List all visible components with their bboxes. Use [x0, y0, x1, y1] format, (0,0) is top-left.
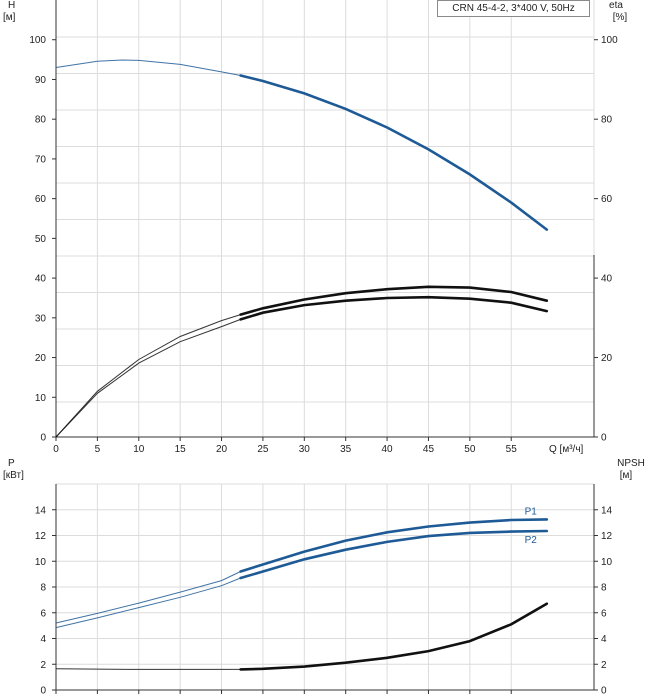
x-tick-label: 40	[382, 444, 394, 455]
y-right-tick-label: 80	[601, 115, 613, 126]
x-axis-label: Q [м³/ч]	[549, 444, 584, 455]
series-1-2-line	[239, 602, 549, 671]
y-right-axis-label: NPSH	[617, 458, 645, 469]
head-efficiency-panel: 0 10 20 30 40 50 60 70 80 90 100 0 20 40 60 80 100 0 5 10 15…	[3, 0, 627, 455]
x-tick-label: 55	[506, 444, 518, 455]
y-right-tick-label: 0	[601, 433, 607, 444]
y-left-tick-label: 60	[35, 194, 47, 205]
y-left-tick-label: 100	[29, 35, 46, 46]
series-0-2-thin-line	[55, 318, 241, 438]
y-right-tick-label: 6	[601, 608, 607, 619]
series-1-0-thin-line	[55, 571, 241, 624]
series-0-0-thin-line	[55, 59, 241, 76]
y-right-axis-label: eta	[609, 0, 623, 11]
y-left-tick-label: 90	[35, 75, 47, 86]
y-right-tick-label: 60	[601, 194, 613, 205]
x-tick-label: 15	[175, 444, 187, 455]
y-left-tick-label: 2	[40, 660, 46, 671]
x-tick-label: 5	[95, 444, 101, 455]
x-tick-label: 45	[423, 444, 435, 455]
y-left-tick-label: 70	[35, 154, 47, 165]
grid-lines	[56, 0, 595, 437]
x-tick-label: 30	[299, 444, 311, 455]
x-tick-label: 10	[133, 444, 145, 455]
x-tick-label: 20	[216, 444, 228, 455]
series-0-2-line	[239, 295, 549, 321]
y-right-tick-label: 8	[601, 583, 607, 594]
y-right-tick-label: 0	[601, 686, 607, 697]
x-tick-label: 35	[340, 444, 352, 455]
y-left-tick-label: 6	[40, 608, 46, 619]
y-left-tick-label: 10	[35, 557, 47, 568]
y-left-tick-label: 0	[40, 686, 46, 697]
y-left-tick-label: 14	[35, 505, 47, 516]
y-right-tick-label: 12	[601, 531, 613, 542]
series-1-0-line	[239, 518, 549, 573]
series-label-P1: P1	[525, 506, 538, 517]
y-right-axis-unit: [%]	[613, 12, 628, 23]
series-1-1-thin-line	[55, 577, 241, 629]
y-left-tick-label: 8	[40, 583, 46, 594]
y-right-tick-label: 100	[601, 35, 618, 46]
axes	[55, 0, 595, 438]
series-0-0-line	[239, 74, 549, 231]
y-right-tick-label: 40	[601, 274, 613, 285]
y-right-tick-label: 14	[601, 505, 613, 516]
y-left-tick-label: 12	[35, 531, 47, 542]
y-left-tick-label: 40	[35, 274, 47, 285]
series-label-P2: P2	[525, 535, 538, 546]
series-1-2-thin-line	[55, 668, 241, 670]
y-right-tick-label: 10	[601, 557, 613, 568]
y-left-axis-unit: [кВт]	[3, 470, 24, 481]
y-right-tick-label: 2	[601, 660, 607, 671]
series-1-1-line	[239, 529, 549, 580]
y-left-tick-label: 10	[35, 393, 47, 404]
power-npsh-panel: 0 2 4 6 8 10 12 14 0 2 4 6 8 10 12 14 P[кВт] NPSH[м] P1 P2	[3, 458, 645, 697]
y-left-tick-label: 80	[35, 115, 47, 126]
y-left-axis-unit: [м]	[3, 12, 16, 23]
y-left-tick-label: 50	[35, 234, 47, 245]
y-left-tick-label: 30	[35, 313, 47, 324]
series-0-1-thin-line	[55, 314, 241, 438]
x-tick-label: 25	[257, 444, 269, 455]
y-left-tick-label: 20	[35, 353, 47, 364]
y-left-axis-label: H	[8, 0, 15, 11]
y-left-axis-label: P	[8, 458, 15, 469]
x-tick-label: 50	[464, 444, 476, 455]
y-left-tick-label: 4	[40, 634, 46, 645]
grid-lines	[56, 483, 595, 690]
x-tick-label: 0	[53, 444, 59, 455]
y-right-axis-unit: [м]	[620, 470, 633, 481]
y-left-tick-label: 0	[40, 433, 46, 444]
y-right-tick-label: 4	[601, 634, 607, 645]
chart-title: CRN 45-4-2, 3*400 V, 50Hz	[437, 0, 590, 17]
series-0-1-line	[239, 285, 549, 316]
y-right-tick-label: 20	[601, 353, 613, 364]
